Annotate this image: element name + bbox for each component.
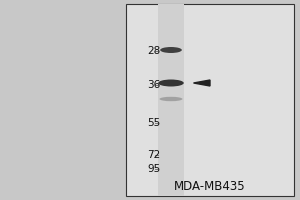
Text: 28: 28 [147, 46, 161, 56]
Ellipse shape [160, 47, 182, 53]
Text: 95: 95 [147, 164, 161, 174]
Text: 55: 55 [147, 118, 161, 128]
Text: MDA-MB435: MDA-MB435 [174, 180, 246, 192]
Ellipse shape [160, 97, 182, 101]
Bar [158, 4, 184, 196]
Text: 36: 36 [147, 80, 161, 90]
Polygon shape [194, 80, 210, 86]
Text: 72: 72 [147, 150, 161, 160]
Bar [126, 4, 294, 196]
Ellipse shape [158, 79, 184, 86]
